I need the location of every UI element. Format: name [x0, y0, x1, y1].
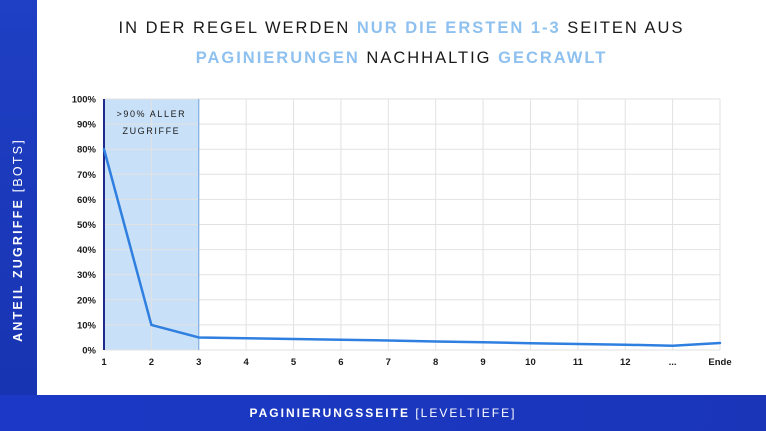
x-tick-label: 6 — [338, 357, 343, 368]
title-line2-segment: PAGINIERUNGEN — [195, 49, 360, 67]
title-line2-segment: NACHHALTIG — [359, 49, 499, 67]
title-line1-segment: SEITEN AUS — [560, 19, 685, 37]
x-axis-label-main: PAGINIERUNGSSEITE — [249, 406, 410, 420]
y-tick-label: 50% — [77, 220, 97, 231]
x-tick-label: 7 — [386, 357, 391, 368]
x-axis-label-unit: [LEVELTIEFE] — [409, 406, 517, 420]
x-tick-label: 11 — [573, 357, 584, 368]
y-tick-label: 0% — [82, 346, 96, 357]
x-tick-label: ... — [669, 357, 677, 368]
title-line1-segment: NUR DIE ERSTEN 1-3 — [356, 19, 561, 37]
y-tick-label: 70% — [77, 170, 97, 181]
x-tick-label: 5 — [291, 357, 297, 368]
bottom-band — [0, 395, 766, 431]
y-tick-label: 30% — [77, 270, 97, 281]
y-tick-label: 60% — [77, 195, 97, 206]
y-tick-label: 90% — [77, 120, 97, 131]
y-tick-label: 40% — [77, 245, 97, 256]
x-tick-label: 10 — [525, 357, 536, 368]
y-tick-label: 20% — [77, 295, 97, 306]
x-tick-label: 3 — [196, 357, 201, 368]
y-tick-label: 100% — [72, 95, 97, 106]
y-tick-label: 80% — [77, 145, 97, 156]
y-tick-label: 10% — [77, 320, 97, 331]
x-tick-label: 8 — [433, 357, 438, 368]
x-tick-label: 1 — [101, 357, 107, 368]
highlight-label-line-1: >90% ALLER — [116, 109, 186, 119]
left-band — [0, 0, 37, 431]
x-tick-label: 4 — [244, 357, 250, 368]
x-tick-label: 12 — [620, 357, 631, 368]
x-tick-label: 9 — [480, 357, 485, 368]
title-line-2: PAGINIERUNGEN NACHHALTIG GECRAWLT — [37, 49, 766, 68]
x-tick-label: Ende — [708, 357, 731, 368]
title-line1-segment: IN DER REGEL WERDEN — [118, 19, 357, 37]
series-line — [102, 147, 722, 347]
title-line2-segment: GECRAWLT — [498, 49, 608, 67]
highlight-label-line-2: ZUGRIFFE — [122, 126, 180, 136]
x-axis-label: PAGINIERUNGSSEITE [LEVELTIEFE] — [0, 395, 766, 431]
x-tick-label: 2 — [149, 357, 154, 368]
title-line-1: IN DER REGEL WERDEN NUR DIE ERSTEN 1-3 S… — [37, 19, 766, 38]
